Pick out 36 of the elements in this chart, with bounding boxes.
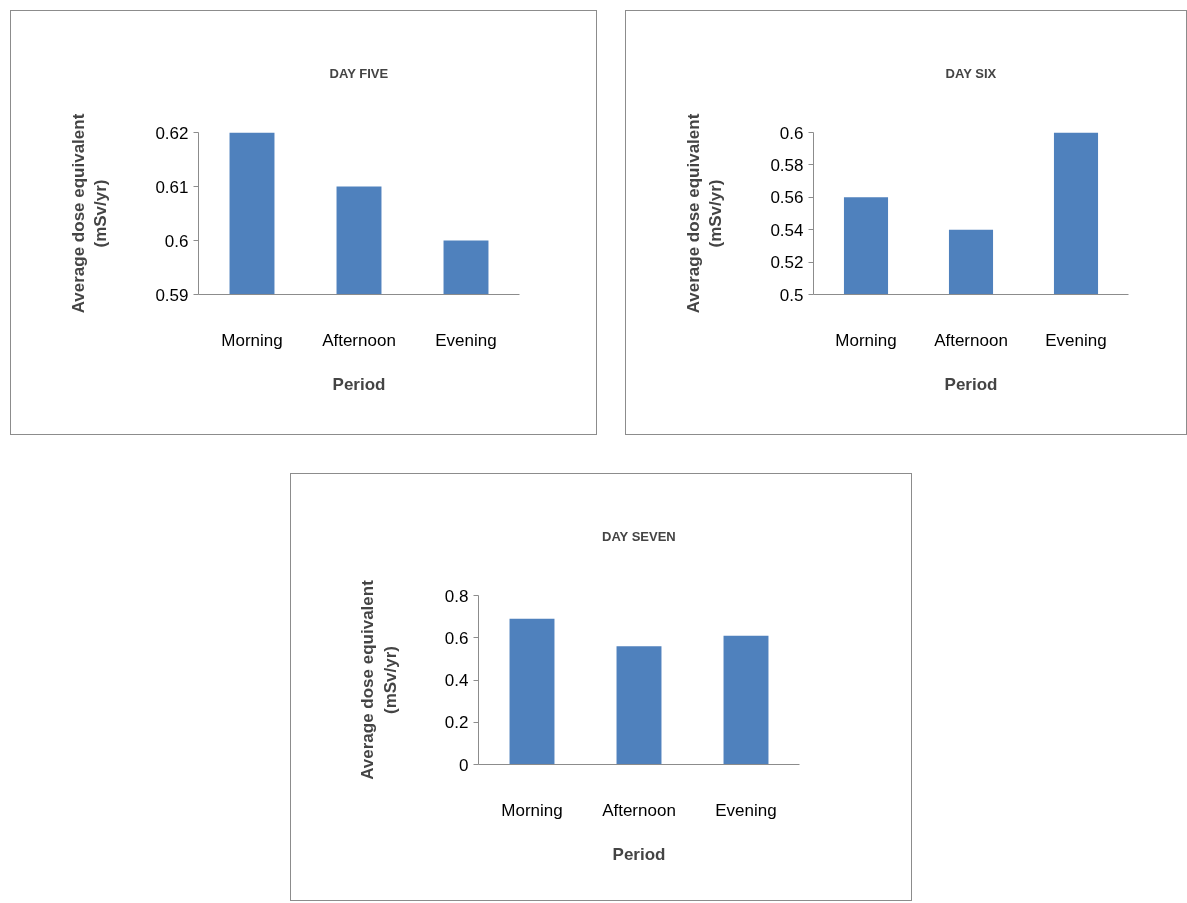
x-tick-label: Evening — [715, 800, 777, 820]
y-tick-label: 0.62 — [155, 123, 189, 143]
y-tick-label: 0.6 — [779, 123, 804, 143]
y-tick-label: 0.58 — [770, 155, 804, 175]
y-tick-label: 0.2 — [444, 713, 469, 733]
x-axis-title: Period — [332, 374, 386, 394]
y-axis-title: Average dose equivalent (mSv/yr) — [683, 113, 726, 314]
bar — [616, 646, 662, 765]
bar — [509, 618, 555, 765]
y-axis-title: Average dose equivalent (mSv/yr) — [68, 113, 111, 314]
x-tick-label: Morning — [501, 800, 563, 820]
y-tick-label: 0.56 — [770, 188, 804, 208]
y-tick-label: 0.4 — [444, 671, 469, 690]
y-axis-title: Average dose equivalent (mSv/yr) — [358, 579, 400, 780]
chart-title: DAY FIVE — [329, 65, 389, 81]
bar — [723, 635, 769, 765]
x-tick-label: Evening — [435, 330, 497, 350]
x-tick-label: Morning — [221, 330, 283, 350]
y-tick-label: 0.6 — [444, 628, 469, 648]
x-tick-label: Afternoon — [602, 800, 676, 820]
x-axis-title: Period — [944, 374, 998, 394]
y-tick-label: 0.54 — [770, 220, 804, 240]
y-tick-label: 0.59 — [155, 285, 189, 305]
y-tick-label: 0.5 — [779, 285, 804, 305]
chart-title: DAY SEVEN — [602, 528, 676, 544]
chart-title: DAY SIX — [945, 65, 997, 81]
y-tick-label: 0.52 — [770, 253, 804, 273]
y-tick-label: 0 — [459, 755, 469, 775]
y-tick-label: 0.61 — [155, 177, 189, 197]
y-tick-label: 0.8 — [444, 586, 469, 606]
x-tick-label: Evening — [1045, 330, 1107, 350]
x-axis-title: Period — [612, 844, 666, 864]
x-tick-label: Morning — [835, 330, 897, 350]
y-tick-label: 0.6 — [164, 231, 189, 251]
x-tick-label: Afternoon — [322, 330, 396, 350]
x-tick-label: Afternoon — [934, 330, 1008, 350]
